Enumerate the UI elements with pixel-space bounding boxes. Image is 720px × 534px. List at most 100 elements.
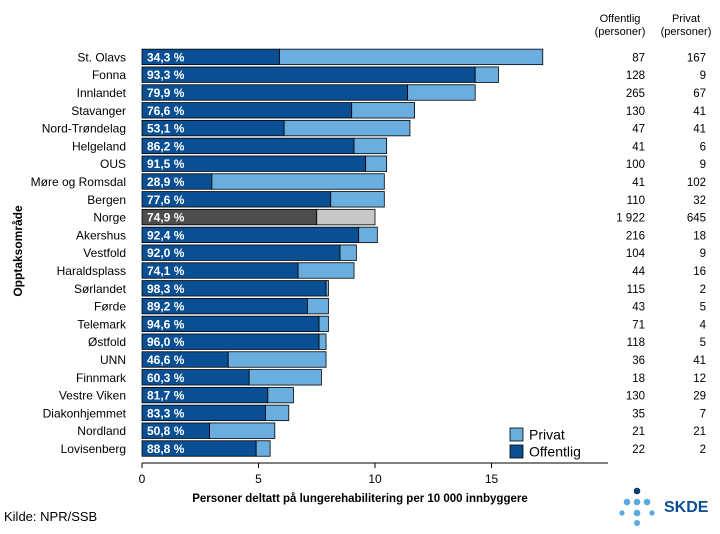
offentlig-count: 118 <box>627 337 645 349</box>
category-label: Østfold <box>88 335 126 349</box>
category-label: Akershus <box>76 228 126 242</box>
privat-count: 9 <box>700 70 706 82</box>
privat-count: 167 <box>687 52 706 64</box>
percent-label: 96,0 % <box>147 335 185 349</box>
offentlig-count: 71 <box>632 319 645 331</box>
offentlig-count: 100 <box>626 159 645 171</box>
category-label: OUS <box>100 157 126 171</box>
offentlig-count: 265 <box>626 88 645 100</box>
percent-label: 60,3 % <box>147 371 185 385</box>
privat-count: 21 <box>693 426 706 438</box>
offentlig-count: 216 <box>626 230 645 242</box>
bar-privat <box>330 191 385 208</box>
category-label: Førde <box>94 300 126 314</box>
percent-label: 79,9 % <box>147 86 185 100</box>
offentlig-count: 130 <box>626 391 645 403</box>
category-label: Bergen <box>87 193 126 207</box>
privat-count: 67 <box>693 88 706 100</box>
privat-count: 16 <box>693 266 706 278</box>
legend-label: Offentlig <box>529 444 581 460</box>
logo-text: SKDE <box>664 499 709 516</box>
percent-label: 92,0 % <box>147 246 185 260</box>
percent-label: 86,2 % <box>147 139 185 153</box>
offentlig-count: 1 922 <box>616 213 645 225</box>
privat-count: 41 <box>693 106 706 118</box>
table-header: Privat <box>672 13 700 25</box>
x-axis: 0 5 10 15 <box>139 462 608 486</box>
percent-label: 46,6 % <box>147 353 185 367</box>
privat-count: 4 <box>700 319 707 331</box>
table-header: Offentlig <box>600 13 641 25</box>
bar-privat <box>318 315 329 333</box>
bar-privat <box>209 422 276 439</box>
category-label: Vestre Viken <box>59 389 126 403</box>
x-tick-label: 5 <box>255 472 262 486</box>
category-label: Innlandet <box>77 86 127 100</box>
offentlig-count: 35 <box>632 408 645 420</box>
offentlig-count: 41 <box>632 141 645 153</box>
logo-dot <box>643 498 651 506</box>
privat-count: 102 <box>687 177 706 189</box>
bars-layer: 34,3 % 93,3 % 79,9 % 76,6 % 53,1 % 86,2 % 91,5… <box>141 48 544 457</box>
percent-label: 34,3 % <box>147 50 185 64</box>
x-axis-title: Personer deltatt på lungerehabilitering … <box>192 493 528 505</box>
privat-count: 5 <box>700 337 706 349</box>
category-labels: St. Olavs Fonna Innlandet Stavanger Nord-Trø… <box>31 50 127 456</box>
privat-count: 12 <box>693 373 706 385</box>
offentlig-count: 36 <box>632 355 645 367</box>
skde-logo: SKDE <box>619 487 709 526</box>
privat-count: 32 <box>693 195 706 207</box>
percent-label: 98,3 % <box>147 282 185 296</box>
offentlig-count: 104 <box>626 248 646 260</box>
percent-label: 92,4 % <box>147 228 185 242</box>
logo-dot <box>633 509 641 517</box>
category-label: Sørlandet <box>74 282 127 296</box>
x-tick-label: 15 <box>485 472 499 486</box>
bar-privat <box>318 333 327 350</box>
privat-count: 6 <box>700 141 706 153</box>
category-label: Nordland <box>77 424 126 438</box>
privat-count: 645 <box>687 213 706 225</box>
percent-label: 74,9 % <box>147 211 185 225</box>
offentlig-count: 47 <box>632 124 645 136</box>
logo-dot <box>619 510 625 516</box>
percent-label: 28,9 % <box>147 175 185 189</box>
category-label: UNN <box>100 353 126 367</box>
category-label: Telemark <box>77 317 127 331</box>
privat-count: 7 <box>700 408 706 420</box>
category-label: Vestfold <box>83 246 126 260</box>
offentlig-count: 115 <box>627 284 645 296</box>
legend-label: Privat <box>529 427 565 443</box>
bar-privat <box>248 369 322 386</box>
privat-count: 2 <box>700 444 706 456</box>
bar-privat <box>407 84 476 101</box>
bar-privat <box>265 404 290 422</box>
table-header: (personer) <box>661 26 712 38</box>
offentlig-count: 130 <box>626 106 645 118</box>
percent-label: 53,1 % <box>147 122 185 136</box>
bar-privat <box>316 208 376 226</box>
privat-count: 5 <box>700 302 706 314</box>
privat-count: 9 <box>700 248 706 260</box>
bar-privat <box>307 297 329 315</box>
category-label: Diakonhjemmet <box>43 406 127 420</box>
offentlig-count: 128 <box>626 70 645 82</box>
bar-privat <box>351 102 416 119</box>
offentlig-count: 41 <box>632 177 645 189</box>
bar-privat <box>474 66 499 83</box>
bar-privat <box>227 351 327 368</box>
bar-privat <box>283 119 411 137</box>
offentlig-count: 18 <box>632 373 645 385</box>
logo-dot <box>623 498 631 506</box>
x-tick-label: 10 <box>368 472 382 486</box>
offentlig-count: 21 <box>632 426 645 438</box>
percent-label: 93,3 % <box>147 68 185 82</box>
bar-privat <box>255 440 271 457</box>
bar-privat <box>365 155 388 172</box>
bar-privat <box>358 226 378 244</box>
category-label: Finnmark <box>76 371 127 385</box>
category-label: Stavanger <box>71 104 126 118</box>
